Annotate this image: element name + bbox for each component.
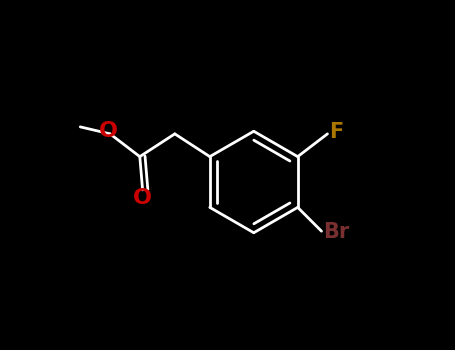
- Text: F: F: [329, 122, 344, 142]
- Text: Br: Br: [323, 222, 349, 242]
- Text: O: O: [99, 121, 118, 141]
- Text: O: O: [133, 188, 152, 208]
